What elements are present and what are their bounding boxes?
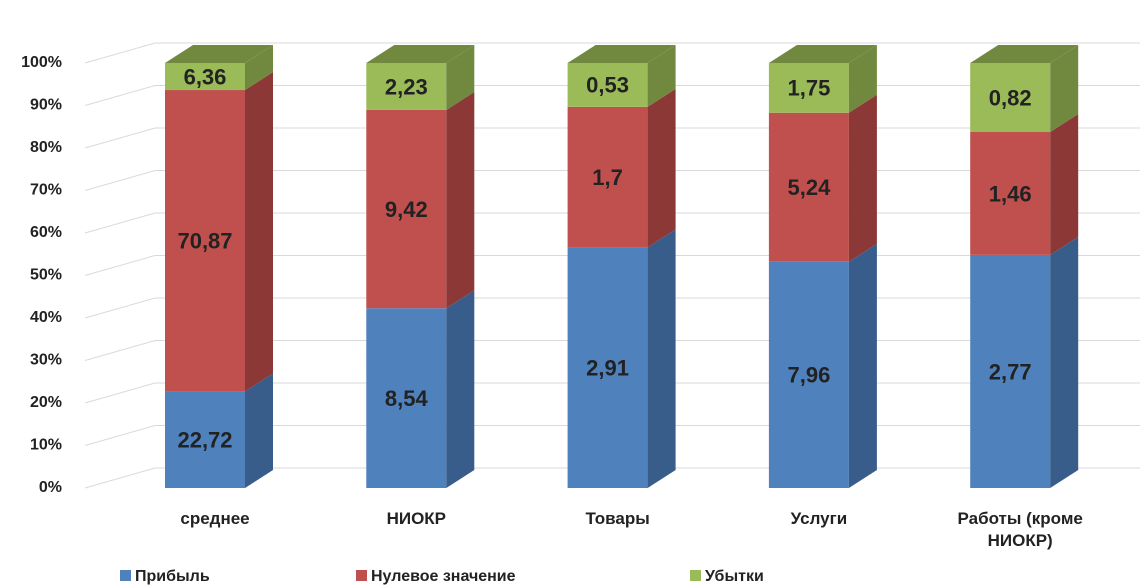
- bar-side: [848, 243, 877, 488]
- bar-side: [245, 45, 273, 91]
- y-tick-label: 30%: [30, 352, 62, 369]
- bar-segment: [970, 63, 1051, 133]
- data-label: 8,54: [385, 386, 429, 411]
- bar-segment: [768, 63, 849, 113]
- data-label: 2,77: [989, 359, 1032, 384]
- bar-side: [1050, 114, 1079, 255]
- bar-side: [446, 91, 475, 309]
- y-tick-label: 90%: [30, 97, 62, 114]
- bar-segment: [567, 247, 648, 488]
- bar-segment: [567, 63, 648, 107]
- bar-segment: [366, 109, 447, 309]
- legend-swatch: [356, 570, 367, 581]
- data-label: 1,75: [787, 76, 830, 101]
- y-tick-label: 60%: [30, 224, 62, 241]
- bar-segment: [165, 63, 245, 91]
- y-tick-label: 80%: [30, 139, 62, 156]
- data-label: 70,87: [177, 229, 232, 254]
- y-tick-label: 0%: [39, 479, 62, 496]
- legend-label: Нулевое значение: [371, 568, 516, 585]
- grid-line: [84, 42, 1140, 64]
- data-label: 0,53: [586, 73, 629, 98]
- bar-side: [1050, 45, 1079, 133]
- data-label: 9,42: [385, 197, 428, 222]
- x-tick-label: среднее: [180, 509, 250, 528]
- bar-segment: [768, 112, 849, 262]
- bar-top: [165, 45, 273, 63]
- y-tick-label: 70%: [30, 182, 62, 199]
- data-label: 2,91: [586, 356, 629, 381]
- legend-label: Прибыль: [135, 568, 210, 585]
- data-label: 1,46: [989, 181, 1032, 206]
- legend-label: Убытки: [705, 568, 764, 585]
- bar-side: [647, 229, 676, 489]
- x-tick-label: Товары: [585, 509, 650, 528]
- data-label: 22,72: [177, 428, 232, 453]
- bar-segment: [366, 308, 447, 488]
- x-tick-label: НИОКР: [386, 509, 447, 528]
- bar-side: [446, 45, 475, 110]
- bar-side: [245, 72, 273, 392]
- bar-side: [1050, 236, 1079, 488]
- bar-segment: [366, 63, 447, 110]
- y-tick-label: 50%: [30, 267, 62, 284]
- data-label: 1,7: [592, 165, 623, 190]
- bar-top: [970, 45, 1079, 63]
- bar-side: [446, 290, 475, 488]
- bar-side: [245, 373, 273, 488]
- y-tick-label: 10%: [30, 437, 62, 454]
- bar-segment: [970, 254, 1051, 488]
- legend-swatch: [690, 570, 701, 581]
- y-tick-label: 100%: [21, 54, 62, 71]
- bar-segment: [567, 106, 648, 248]
- data-label: 5,24: [787, 175, 831, 200]
- bar-segment: [768, 261, 849, 488]
- legend-swatch: [120, 570, 131, 581]
- bar-segment: [165, 90, 245, 392]
- data-label: 2,23: [385, 74, 428, 99]
- data-label: 6,36: [184, 64, 227, 89]
- x-tick-label: Работы (кроме НИОКР): [957, 509, 1083, 550]
- bar-top: [567, 45, 676, 63]
- data-label: 0,82: [989, 85, 1032, 110]
- bar-segment: [165, 391, 245, 488]
- y-tick-label: 40%: [30, 309, 62, 326]
- bar-top: [366, 45, 475, 63]
- x-tick-label: Услуги: [790, 509, 848, 528]
- bar-side: [848, 94, 877, 262]
- y-tick-label: 20%: [30, 394, 62, 411]
- bar-side: [848, 45, 877, 113]
- bar-side: [647, 45, 676, 107]
- bar-top: [768, 45, 877, 63]
- bar-segment: [970, 132, 1051, 255]
- bar-side: [647, 88, 676, 248]
- data-label: 7,96: [787, 363, 830, 388]
